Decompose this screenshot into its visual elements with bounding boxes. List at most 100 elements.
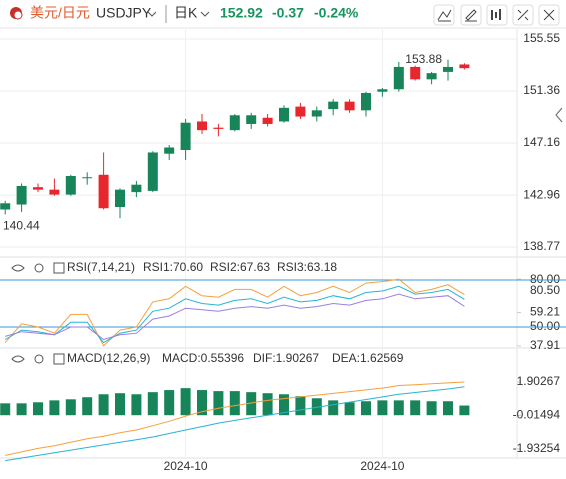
y-tick-label: 1.90267 <box>517 374 561 388</box>
y-tick-label: 151.36 <box>523 83 560 97</box>
legend-label: DEA:1.62569 <box>332 351 404 365</box>
macd-bar <box>16 403 27 416</box>
period[interactable]: 日K <box>174 5 198 21</box>
y-tick-label: -1.93254 <box>513 441 561 455</box>
macd-bar <box>262 393 273 416</box>
candle-body <box>393 66 404 90</box>
candle-body <box>246 115 257 124</box>
macd-bar <box>33 402 43 416</box>
macd-line <box>5 386 465 462</box>
macd-bar <box>197 390 207 416</box>
macd-bar <box>443 401 453 416</box>
gear-icon[interactable] <box>34 354 44 364</box>
tool-icon <box>543 9 555 21</box>
checkbox-icon[interactable] <box>53 353 65 365</box>
legend-label: RSI2:67.63 <box>210 260 270 274</box>
candle-body <box>426 73 437 80</box>
candle-body <box>65 176 76 195</box>
candle-body <box>262 117 273 124</box>
tool-icon <box>491 9 501 20</box>
macd-bar <box>410 400 421 416</box>
symbol-cn[interactable]: 美元/日元 <box>30 5 90 21</box>
eye-icon[interactable] <box>11 355 25 363</box>
macd-bar <box>295 396 306 416</box>
macd-bar <box>164 390 175 416</box>
tool-button[interactable] <box>538 4 560 26</box>
symbol[interactable]: USDJPY <box>96 5 152 21</box>
macd-bar <box>279 394 289 416</box>
macd-bar <box>361 401 371 416</box>
macd-bar <box>131 394 142 416</box>
price: 152.92 <box>220 5 263 21</box>
y-tick-label: 142.96 <box>523 187 560 201</box>
y-tick-label: 59.21 <box>530 305 560 319</box>
tool-icon <box>465 9 477 22</box>
candle-body <box>410 66 421 80</box>
macd-bar <box>229 391 240 416</box>
macd-bar <box>65 399 76 416</box>
macd-bar <box>377 400 388 416</box>
candle-body <box>459 64 470 69</box>
candle-body <box>295 106 306 117</box>
macd-bar <box>82 397 93 416</box>
legend-label: DIF:1.90267 <box>253 351 319 365</box>
collapse-arrow[interactable] <box>555 107 563 123</box>
rsi-line <box>4 285 465 344</box>
macd-bar <box>426 401 437 416</box>
legend-label: RSI1:70.60 <box>143 260 203 274</box>
tool-button[interactable] <box>512 4 534 26</box>
candle-body <box>377 89 388 92</box>
candle-body <box>49 189 60 195</box>
legend-label: RSI3:63.18 <box>277 260 337 274</box>
panel-title: MACD(12,26,9) <box>67 351 150 365</box>
macd-bar <box>147 392 158 416</box>
low-annotation: 140.44 <box>3 219 40 233</box>
dropdown-arrow[interactable] <box>147 11 157 17</box>
tool-button[interactable] <box>460 4 482 26</box>
tool-button[interactable] <box>486 4 508 26</box>
candle-body <box>164 147 175 154</box>
macd-bar <box>180 388 191 416</box>
tool-icon <box>437 9 452 22</box>
candle-body <box>131 184 142 193</box>
macd-bar <box>393 400 404 416</box>
candle-body <box>311 110 322 117</box>
gear-icon[interactable] <box>34 263 44 273</box>
macd-bar <box>311 398 322 416</box>
macd-bar <box>213 391 224 416</box>
candle-body <box>33 187 43 190</box>
rsi-line <box>5 293 465 341</box>
macd-bar <box>0 403 11 416</box>
candle-body <box>16 185 27 205</box>
flag-icon <box>13 10 23 20</box>
candle-body <box>98 174 109 209</box>
y-tick-label: 138.77 <box>523 239 560 253</box>
eye-icon[interactable] <box>11 264 25 272</box>
tool-icon <box>517 9 529 21</box>
y-tick-label: 147.16 <box>523 135 560 149</box>
candle-body <box>82 177 93 179</box>
macd-line <box>5 381 465 456</box>
checkbox-icon[interactable] <box>53 262 65 274</box>
candle-body <box>443 66 453 72</box>
change-pct: -0.24% <box>314 5 359 21</box>
rsi-line <box>4 278 465 347</box>
candle-body <box>0 203 11 210</box>
candle-body <box>115 189 125 208</box>
macd-bar <box>246 392 257 416</box>
panel-icons <box>11 262 65 365</box>
candle-body <box>213 127 224 129</box>
y-tick-label: 80.50 <box>530 283 560 297</box>
y-tick-label: 50.00 <box>530 319 560 333</box>
y-tick-label: 37.91 <box>530 338 560 352</box>
candle-body <box>180 122 191 150</box>
macd-bar <box>459 405 470 416</box>
change: -0.37 <box>272 5 304 21</box>
candle-body <box>279 107 289 122</box>
y-tick-label: 155.55 <box>523 31 560 45</box>
candle-body <box>344 101 355 111</box>
tool-button[interactable] <box>433 4 455 26</box>
dropdown-arrow[interactable] <box>200 11 210 17</box>
candle-body <box>197 121 207 131</box>
